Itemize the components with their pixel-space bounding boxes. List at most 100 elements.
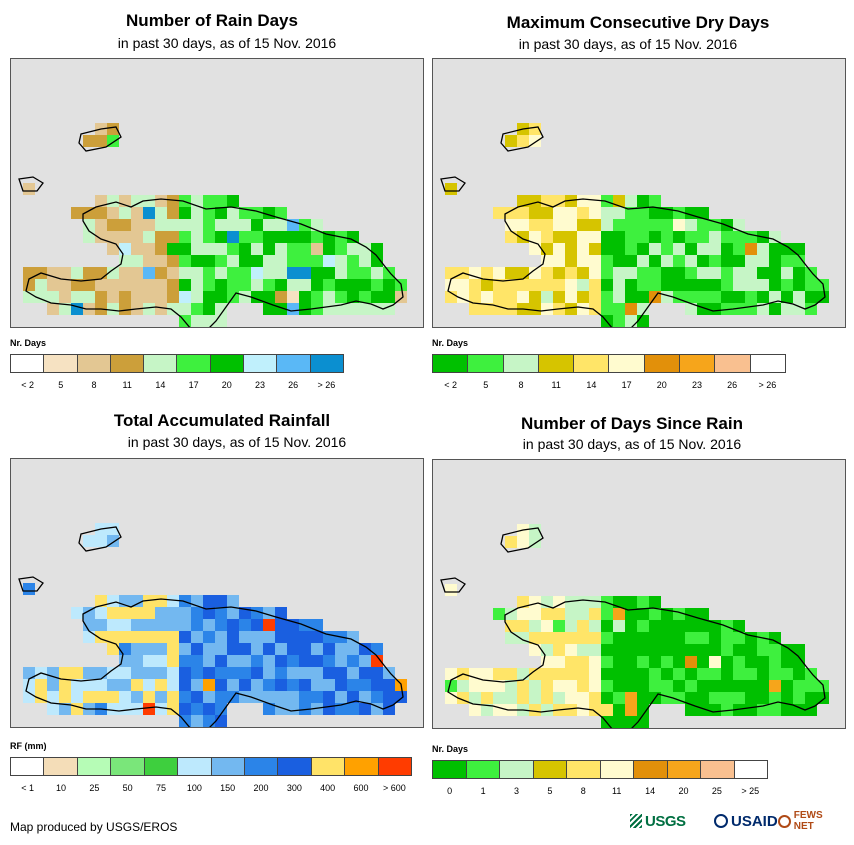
grid-cell [733,243,745,255]
grid-cell [131,279,143,291]
grid-cell [505,219,517,231]
grid-cell [781,255,793,267]
grid-cell [625,656,637,668]
grid-cell [335,667,347,679]
grid-cell [781,680,793,692]
grid-cell [745,668,757,680]
grid-cell [613,692,625,704]
grid-cell [83,279,95,291]
grid-cell [95,231,107,243]
grid-cell [179,207,191,219]
grid-cell [23,279,35,291]
usaid-logo: USAID [714,808,778,834]
legend-tick-label: 25 [89,783,100,793]
grid-cell [541,231,553,243]
grid-cell [673,255,685,267]
grid-cell [589,255,601,267]
grid-cell [287,703,299,715]
grid-cell [601,632,613,644]
legend-tick-label: 26 [727,380,738,390]
grid-cell [721,668,733,680]
grid-cell [781,279,793,291]
grid-cell [589,668,601,680]
grid-cell [263,679,275,691]
grid-cell [179,691,191,703]
grid-cell [613,207,625,219]
grid-cell [805,680,817,692]
grid-cell [733,231,745,243]
grid-cell [469,680,481,692]
grid-cell [119,207,131,219]
panel-2-subtitle: in past 30 days, as of 15 Nov. 2016 [518,36,738,52]
grid-cell [83,207,95,219]
grid-cell [95,195,107,207]
grid-cell [601,704,613,716]
grid-cell [517,219,529,231]
grid-cell [589,656,601,668]
grid-cell [47,691,59,703]
grid-cell [541,656,553,668]
grid-cell [565,231,577,243]
grid-cell [457,279,469,291]
grid-cell [167,267,179,279]
grid-cell [83,667,95,679]
legend-tick-label: 0 [447,786,453,796]
grid-cell [155,607,167,619]
grid-cell [59,279,71,291]
island-outline [18,176,44,192]
grid-cell [649,620,661,632]
legend-tick-label: 23 [254,380,266,390]
grid-cell [481,303,493,315]
grid-cell [59,679,71,691]
grid-cell [131,631,143,643]
panel-2-map [432,58,846,328]
grid-cell [191,643,203,655]
grid-cell [119,643,131,655]
grid-cell [287,243,299,255]
grid-cell [239,643,251,655]
grid-cell [203,195,215,207]
grid-cell [179,279,191,291]
grid-cell [59,667,71,679]
grid-cell [553,596,565,608]
grid-cell [745,644,757,656]
grid-cell [445,680,457,692]
grid-cell [275,691,287,703]
grid-cell [505,279,517,291]
grid-cell [649,207,661,219]
grid-cell [167,243,179,255]
island-outline [78,526,122,552]
grid-cell [227,667,239,679]
grid-cell [191,607,203,619]
grid-cell [757,656,769,668]
grid-cell [227,631,239,643]
grid-cell [721,656,733,668]
grid-cell [287,255,299,267]
grid-cell [613,632,625,644]
grid-cell [35,279,47,291]
grid-cell [131,679,143,691]
panel-2-legend-bar [432,354,786,373]
grid-cell [589,644,601,656]
grid-cell [347,691,359,703]
grid-cell [673,680,685,692]
grid-cell [311,631,323,643]
grid-cell [143,279,155,291]
grid-cell [203,619,215,631]
grid-cell [613,195,625,207]
grid-cell [529,243,541,255]
grid-cell [685,279,697,291]
grid-cell [47,279,59,291]
legend-swatch [345,758,379,775]
legend-swatch [538,355,575,372]
grid-cell [709,291,721,303]
grid-cell [155,207,167,219]
grid-cell [83,535,95,547]
grid-cell [553,620,565,632]
legend-swatch [310,355,343,372]
legend-tick-label: 400 [320,783,336,793]
grid-cell [359,667,371,679]
grid-cell [323,691,335,703]
grid-cell [553,291,565,303]
grid-cell [505,267,517,279]
